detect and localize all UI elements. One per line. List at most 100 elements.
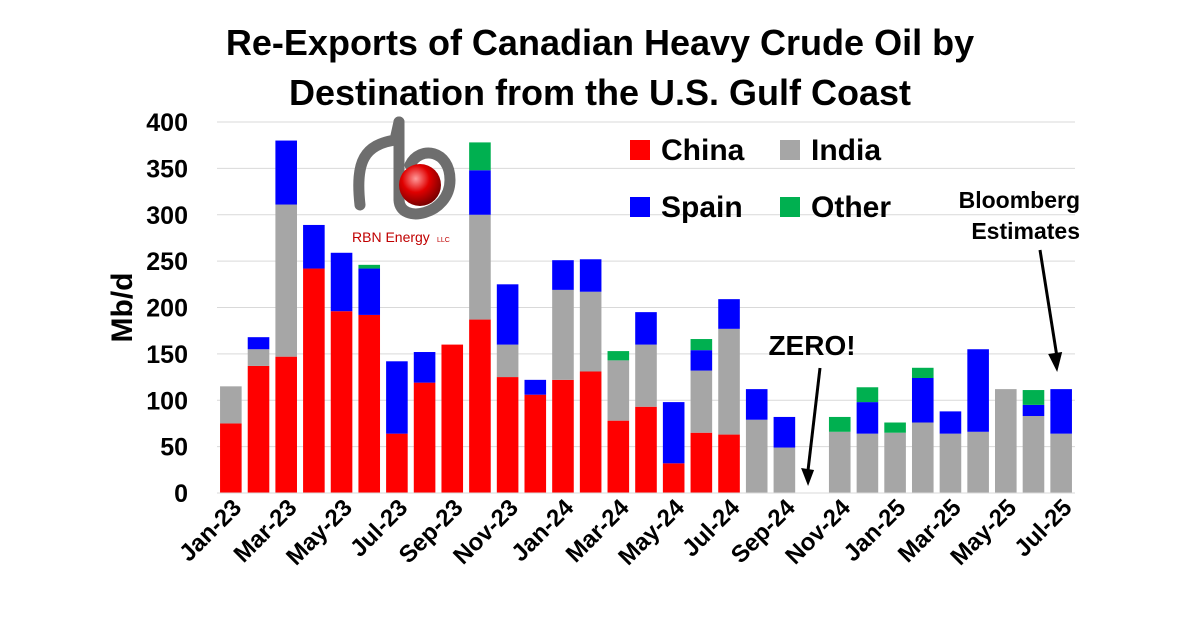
bar-spain-aug-24 <box>745 389 768 420</box>
bar-china-apr-24 <box>635 406 657 493</box>
y-tick-label: 200 <box>146 295 188 323</box>
annotation-arrow-zero <box>806 367 822 471</box>
legend-label-spain: Spain <box>661 191 743 224</box>
bar-india-apr-25 <box>967 431 989 493</box>
bar-china-jun-24 <box>690 432 713 493</box>
bar-india-nov-23 <box>496 344 519 378</box>
logo-pipe-left <box>353 116 405 211</box>
bar-spain-mar-25 <box>939 411 962 434</box>
bar-spain-sep-24 <box>773 416 796 448</box>
bar-other-nov-24 <box>828 416 851 432</box>
bar-india-oct-23 <box>469 214 491 320</box>
annotation-arrowhead-bloomberg <box>1048 352 1063 372</box>
legend-label-china: China <box>661 134 745 167</box>
bar-china-feb-24 <box>579 371 602 493</box>
bar-india-jan-23 <box>220 386 242 424</box>
bar-china-sep-23 <box>441 344 464 493</box>
annotation-bloomberg-line: Estimates <box>971 218 1080 244</box>
annotation-bloomberg-line: Bloomberg <box>959 187 1080 213</box>
bar-other-oct-23 <box>469 142 491 171</box>
bar-india-jun-24 <box>690 370 713 433</box>
bar-india-jan-25 <box>884 432 906 493</box>
bar-spain-feb-23 <box>247 337 270 350</box>
bar-india-feb-24 <box>579 291 602 372</box>
bar-china-aug-23 <box>413 382 436 493</box>
bar-india-sep-24 <box>773 447 796 493</box>
bar-other-dec-24 <box>856 387 879 403</box>
bar-spain-mar-23 <box>275 140 297 205</box>
bar-spain-jun-24 <box>690 350 713 371</box>
annotation-arrowhead-zero <box>801 468 815 486</box>
bar-india-jun-25 <box>1022 416 1045 493</box>
bar-india-mar-23 <box>275 204 297 357</box>
logo-red-ball <box>399 164 441 206</box>
x-tick-label: Jul-25 <box>1009 494 1077 562</box>
bar-china-may-23 <box>330 311 353 493</box>
bar-spain-jan-24 <box>552 260 574 290</box>
bar-spain-feb-24 <box>579 259 602 292</box>
bar-spain-jun-23 <box>358 268 381 315</box>
bar-spain-jul-25 <box>1050 389 1072 434</box>
y-tick-label: 50 <box>160 434 188 462</box>
y-tick-label: 350 <box>146 155 188 183</box>
bar-spain-jun-25 <box>1022 404 1045 417</box>
bar-india-apr-24 <box>635 344 657 407</box>
bar-china-jun-23 <box>358 314 381 493</box>
bar-china-feb-23 <box>247 365 270 493</box>
bar-china-mar-24 <box>607 420 630 493</box>
y-tick-label: 250 <box>146 248 188 276</box>
bar-china-may-24 <box>662 463 685 493</box>
bar-china-mar-23 <box>275 356 297 493</box>
bar-china-jul-23 <box>386 433 408 493</box>
bar-spain-may-23 <box>330 252 353 312</box>
bar-spain-feb-25 <box>911 377 934 423</box>
y-tick-label: 150 <box>146 341 188 369</box>
y-tick-label: 400 <box>146 109 188 137</box>
bar-india-nov-24 <box>828 431 851 493</box>
legend-swatch-spain <box>630 197 650 217</box>
bar-india-dec-24 <box>856 433 879 493</box>
bar-spain-oct-23 <box>469 170 491 215</box>
chart-title-line-1: Re-Exports of Canadian Heavy Crude Oil b… <box>225 22 975 63</box>
y-tick-label: 300 <box>146 202 188 230</box>
logo-text: RBN Energy <box>352 229 430 245</box>
bar-china-oct-23 <box>469 319 491 493</box>
legend-swatch-china <box>630 140 650 160</box>
logo-suffix: LLC <box>437 237 450 244</box>
legend-label-india: India <box>811 134 881 167</box>
bar-china-nov-23 <box>496 377 519 493</box>
bar-india-may-25 <box>995 389 1017 493</box>
legend-label-other: Other <box>811 191 891 224</box>
bar-india-jul-25 <box>1050 433 1072 493</box>
logo-pipe-loop <box>393 116 456 220</box>
bar-other-jan-25 <box>884 422 906 433</box>
bar-india-jan-24 <box>552 289 574 380</box>
bar-india-mar-25 <box>939 433 962 493</box>
bar-other-mar-24 <box>607 351 630 361</box>
bar-china-jan-24 <box>552 379 574 493</box>
bar-spain-dec-24 <box>856 402 879 434</box>
bar-india-mar-24 <box>607 360 630 421</box>
bar-spain-nov-23 <box>496 284 519 345</box>
bar-spain-apr-23 <box>303 224 325 269</box>
bar-spain-aug-23 <box>413 352 436 383</box>
y-axis-label: Mb/d <box>106 273 139 343</box>
bar-china-apr-23 <box>303 268 325 493</box>
bar-china-jan-23 <box>220 423 242 493</box>
bar-spain-apr-25 <box>967 349 989 432</box>
bar-spain-apr-24 <box>635 312 657 345</box>
bar-spain-dec-23 <box>524 379 547 395</box>
bar-other-jun-25 <box>1022 390 1045 405</box>
bar-other-jun-24 <box>690 339 713 351</box>
bar-other-jun-23 <box>358 264 381 269</box>
bar-spain-jul-24 <box>718 299 740 329</box>
legend-swatch-india <box>780 140 800 160</box>
bar-india-aug-24 <box>745 419 768 493</box>
chart-title-line-2: Destination from the U.S. Gulf Coast <box>288 72 912 113</box>
legend-swatch-other <box>780 197 800 217</box>
bar-other-feb-25 <box>911 367 934 378</box>
y-tick-label: 100 <box>146 387 188 415</box>
bar-india-feb-23 <box>247 349 270 366</box>
